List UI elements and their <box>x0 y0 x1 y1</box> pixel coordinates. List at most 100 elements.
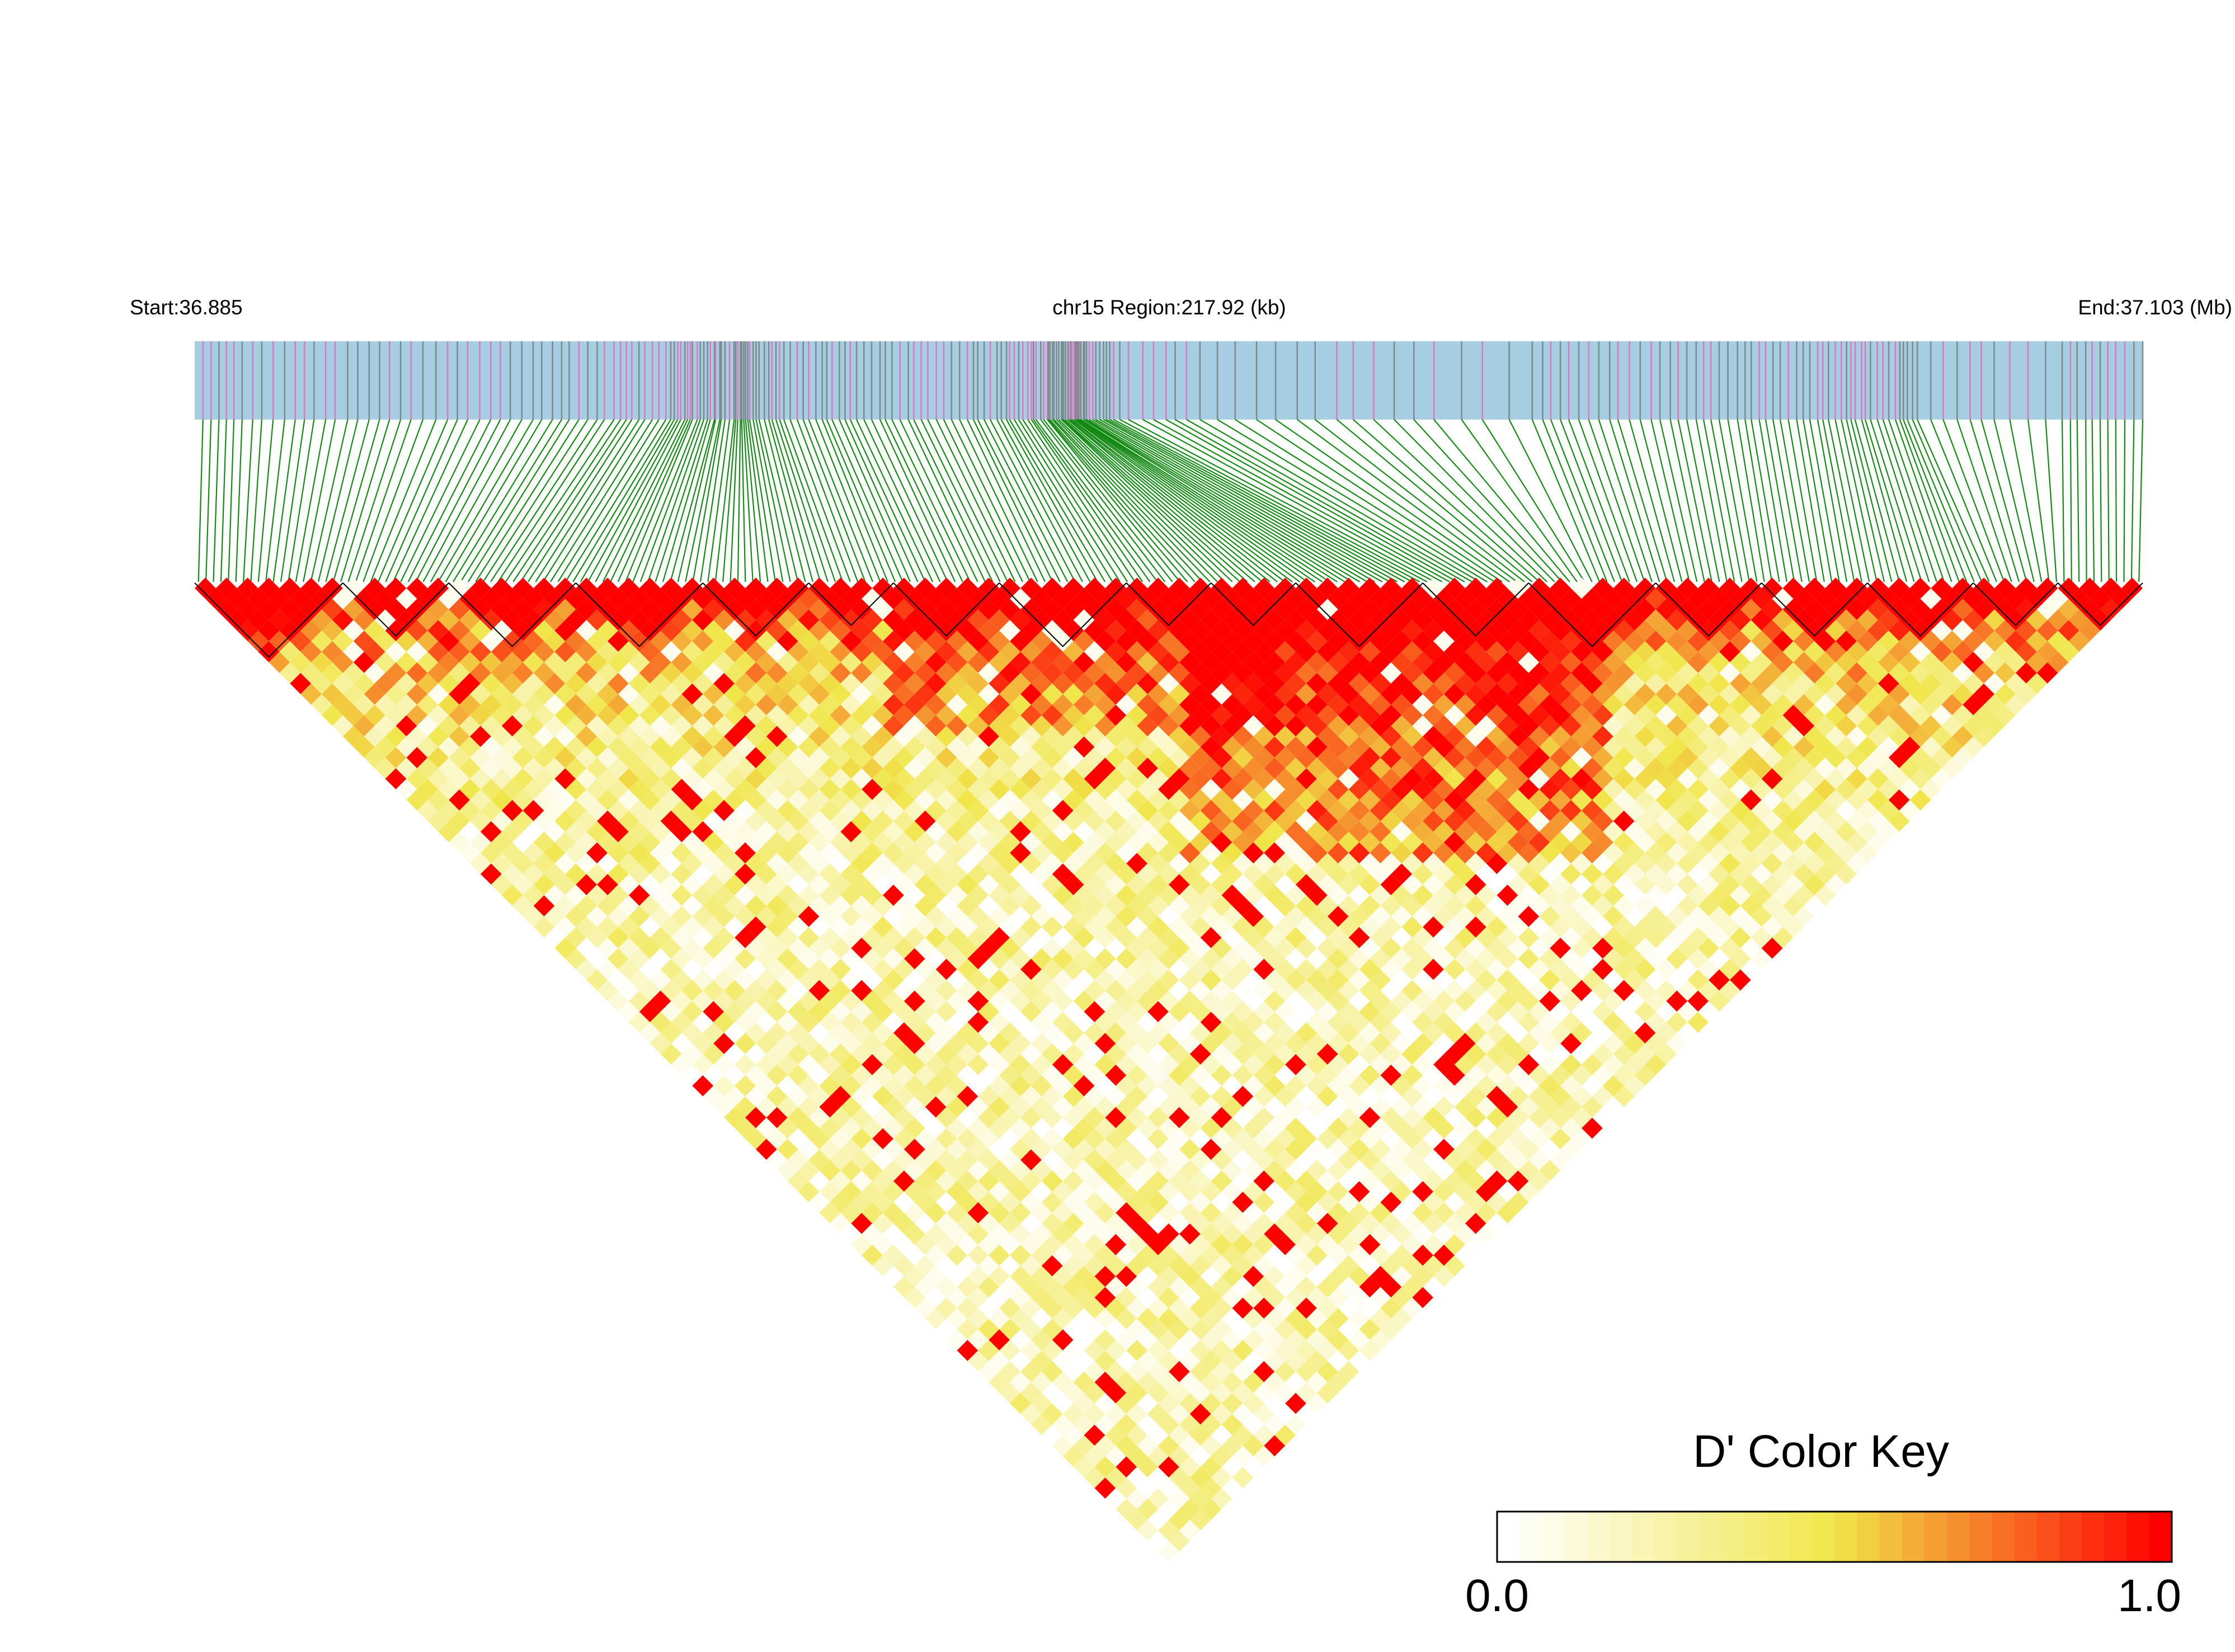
ld-cell <box>1094 1223 1116 1245</box>
ld-cell <box>1391 1033 1413 1055</box>
ld-cell <box>1243 842 1264 864</box>
ld-cell <box>1740 704 1762 726</box>
ld-cell <box>925 969 947 991</box>
ld-cell <box>1613 853 1635 874</box>
ld-cell <box>1941 694 1963 716</box>
ld-cell <box>1518 1117 1540 1139</box>
ld-cell <box>1539 1033 1561 1055</box>
ld-cell <box>925 609 947 631</box>
ld-cell <box>1306 927 1328 948</box>
snp-connector <box>1560 419 1623 582</box>
color-key-swatch <box>2082 1512 2105 1562</box>
ld-cell <box>576 874 597 896</box>
ld-cell <box>1730 588 1751 610</box>
ld-cell <box>1137 990 1159 1012</box>
ld-cell <box>1105 1022 1127 1044</box>
ld-cell <box>618 916 639 938</box>
ld-cell <box>1528 1043 1550 1065</box>
snp-connector <box>1165 419 1458 582</box>
haplotype-block-outline <box>1761 582 1868 637</box>
ld-cell <box>1571 747 1592 769</box>
ld-cell <box>862 1223 883 1245</box>
ld-cell <box>735 969 756 991</box>
ld-cell <box>883 1202 904 1223</box>
ld-cell <box>533 789 555 811</box>
ld-cell <box>597 683 618 705</box>
ld-cell <box>1041 1043 1063 1065</box>
ld-cell <box>1116 1329 1137 1350</box>
snp-connector <box>1199 419 1480 582</box>
ld-cell <box>1645 652 1667 673</box>
ld-cell <box>1073 1011 1095 1033</box>
ld-cell <box>1243 1287 1264 1309</box>
ld-cell <box>1550 599 1571 620</box>
ld-cell <box>1179 969 1201 991</box>
ld-cell <box>925 821 947 843</box>
ld-cell <box>1338 853 1359 874</box>
ld-cell <box>650 757 671 779</box>
ld-cell <box>1179 694 1201 716</box>
ld-cell <box>1126 1319 1148 1340</box>
ld-cell <box>1232 641 1254 662</box>
ld-cell <box>1475 884 1497 906</box>
snp-position-track <box>195 341 2144 420</box>
ld-cell <box>713 609 735 631</box>
ld-cell <box>1867 641 1889 662</box>
ld-cell <box>872 577 893 599</box>
ld-cell <box>851 599 873 620</box>
ld-cell <box>385 747 407 769</box>
ld-cell <box>1253 1001 1275 1023</box>
ld-cell <box>1264 1308 1286 1330</box>
ld-cell <box>1857 715 1878 737</box>
ld-cell <box>1221 1138 1243 1160</box>
ld-cell <box>756 1138 777 1160</box>
ld-cell <box>787 810 809 832</box>
ld-cell <box>1497 1138 1518 1160</box>
ld-cell <box>650 799 671 821</box>
ld-cell <box>1232 1424 1254 1446</box>
ld-cell <box>1158 969 1179 991</box>
ld-cell <box>1655 620 1677 642</box>
ld-cell <box>1137 1117 1159 1139</box>
color-key-title: D' Color Key <box>1693 1426 1949 1477</box>
ld-cell <box>1179 609 1201 631</box>
ld-cell <box>798 609 820 631</box>
ld-cell <box>1475 1138 1497 1160</box>
ld-cell <box>1158 1414 1179 1436</box>
ld-cell <box>449 768 470 789</box>
ld-cell <box>872 683 893 705</box>
ld-cell <box>1528 683 1550 705</box>
ld-cell <box>1274 768 1296 789</box>
ld-cell <box>1391 588 1413 610</box>
ld-cell <box>1274 1340 1296 1361</box>
ld-cell <box>703 980 724 1001</box>
ld-cell <box>1677 1001 1698 1023</box>
ld-cell <box>1348 1096 1370 1118</box>
ld-cell <box>840 927 862 948</box>
ld-cell <box>703 938 724 959</box>
ld-cell <box>671 715 693 737</box>
ld-cell <box>1804 874 1825 896</box>
ld-cell <box>1634 768 1656 789</box>
ld-cell <box>470 620 491 642</box>
ld-cell <box>1782 831 1804 853</box>
ld-cell <box>1740 577 1762 599</box>
ld-cell <box>989 1181 1010 1202</box>
ld-cell <box>597 980 618 1001</box>
ld-cell <box>1444 1085 1465 1107</box>
snp-connector <box>2107 419 2110 582</box>
ld-cell <box>1539 609 1561 631</box>
ld-cell <box>586 757 608 779</box>
snp-connector <box>1865 419 1915 582</box>
ld-cell <box>925 863 947 885</box>
ld-cell <box>1677 704 1698 726</box>
ld-cell <box>1380 704 1402 726</box>
ld-cell <box>1867 831 1889 853</box>
ld-cell <box>777 927 798 948</box>
ld-cell <box>1592 916 1613 938</box>
ld-cell <box>1761 599 1783 620</box>
ld-cell <box>1634 789 1656 811</box>
ld-cell <box>1740 874 1762 896</box>
ld-cell <box>1169 1319 1190 1340</box>
haplotype-block-outline <box>893 582 1000 637</box>
